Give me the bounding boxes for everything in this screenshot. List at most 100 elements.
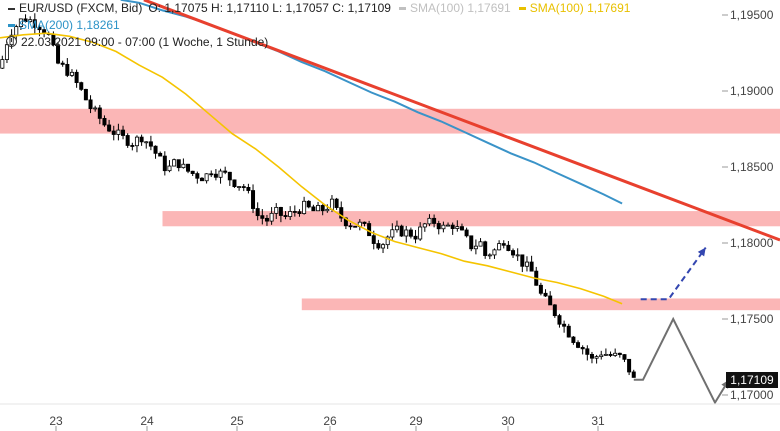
y-tick-label: 1,18500 [730, 160, 774, 174]
y-tick-label: 1,19500 [730, 8, 774, 22]
candle-body [427, 217, 432, 225]
candle-body [121, 129, 126, 136]
candle-body [107, 124, 112, 132]
candle-body [594, 356, 599, 359]
candle-body [608, 353, 613, 356]
clock-icon [6, 36, 17, 47]
candle-body [571, 336, 576, 343]
support-resistance-zones [0, 108, 780, 311]
candle-body [102, 118, 107, 126]
candle-body [432, 217, 437, 224]
candle-body [603, 353, 608, 356]
candle-body [515, 254, 520, 257]
candle-body [153, 145, 158, 154]
candle-body [69, 71, 74, 76]
y-tick-label: 1,17000 [730, 388, 774, 402]
instrument-label: EUR/USD (FXCM, Bid) [19, 1, 143, 15]
candle-body [446, 224, 451, 227]
candle-body [576, 342, 581, 348]
trendline [143, 0, 780, 242]
sma100-label: SMA(100) 1,17691 [529, 1, 631, 15]
candle-body [148, 141, 153, 147]
candle-body [0, 59, 5, 69]
candle-body [511, 250, 516, 256]
candle-body [278, 206, 283, 216]
candle-body [195, 173, 200, 179]
candle-body [209, 173, 214, 176]
candle-body [413, 235, 418, 240]
candle-body [83, 88, 88, 101]
candle-body [186, 163, 191, 172]
candle-body [501, 243, 506, 246]
candle-body [585, 348, 590, 355]
candle-body [613, 352, 618, 356]
candle-body [302, 200, 307, 214]
price-zone [162, 211, 780, 227]
candle-body [418, 226, 423, 240]
candle-body [144, 141, 149, 144]
price-zone [301, 298, 780, 311]
candle-body [469, 235, 474, 250]
x-tick-label: 23 [49, 414, 63, 428]
minimize-icon[interactable] [8, 7, 15, 10]
candle-body [631, 371, 636, 378]
price-zone [0, 108, 780, 134]
candle-body [255, 208, 260, 217]
candle-body [74, 71, 79, 84]
candle-body [455, 226, 460, 229]
candle-body [190, 170, 195, 174]
candle-body [37, 26, 42, 31]
candle-body [589, 353, 594, 359]
candle-body [181, 163, 186, 169]
chart-legend: EUR/USD (FXCM, Bid) O: 1,17075 H: 1,17110… [0, 0, 630, 51]
candle-body [260, 215, 265, 219]
x-tick-label: 29 [409, 414, 423, 428]
candle-body [88, 99, 93, 110]
x-tick-label: 26 [323, 414, 337, 428]
candle-body [376, 243, 381, 249]
candle-body [492, 249, 497, 256]
ohlc-values: O: 1,17075 H: 1,17110 L: 1,17057 C: 1,17… [148, 1, 391, 15]
candlestick-series [0, 13, 636, 378]
axis-ticks [0, 14, 780, 431]
candle-body [283, 215, 288, 217]
candle-body [325, 208, 330, 212]
candle-body [65, 63, 70, 76]
projection-gray-path [633, 316, 730, 405]
sma100-swatch [518, 7, 526, 11]
candle-body [538, 284, 543, 294]
candle-body [251, 190, 256, 209]
candle-body [306, 200, 311, 208]
candle-body [218, 170, 223, 178]
candle-body [264, 217, 269, 222]
candle-body [562, 323, 567, 327]
candle-body [441, 224, 446, 230]
sma200-swatch [8, 24, 15, 28]
candle-body [362, 221, 367, 224]
projection-up-arrowhead [697, 247, 706, 257]
candle-body [543, 292, 548, 297]
candle-body [371, 235, 376, 244]
candle-body [237, 186, 242, 188]
candle-body [478, 241, 483, 247]
candle-body [394, 225, 399, 231]
candle-body [28, 19, 33, 23]
projection-up-path [640, 247, 707, 301]
candle-body [557, 315, 562, 325]
candle-body [436, 223, 441, 230]
candle-body [552, 304, 557, 317]
candle-body [292, 211, 297, 213]
candle-body [232, 179, 237, 188]
candle-body [404, 229, 409, 237]
candle-body [139, 136, 144, 143]
candle-body [60, 62, 65, 65]
candle-body [125, 135, 130, 146]
candle-body [269, 212, 274, 222]
candle-body [93, 107, 98, 110]
candle-body [204, 173, 209, 182]
candle-body [497, 243, 502, 251]
candle-body [566, 325, 571, 338]
candle-body [311, 206, 316, 212]
candle-body [246, 187, 251, 191]
